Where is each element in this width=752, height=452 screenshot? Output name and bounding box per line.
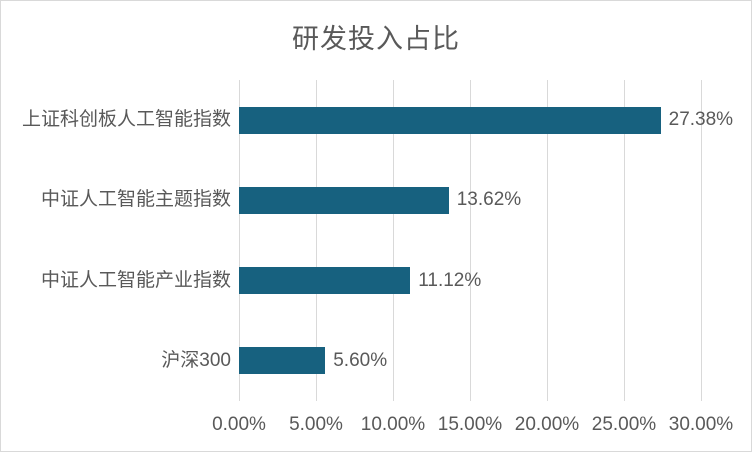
category-label: 上证科创板人工智能指数: [21, 109, 231, 131]
x-axis-tick-label: 0.00%: [212, 414, 266, 435]
category-label: 沪深300: [161, 349, 231, 371]
bar-3: [239, 267, 411, 295]
x-axis-tick-label: 10.00%: [360, 414, 426, 435]
gridline: [238, 80, 240, 401]
gridline: [469, 80, 471, 401]
gridline: [546, 80, 548, 401]
gridline: [623, 80, 625, 401]
bar-1: [239, 106, 661, 134]
category-label: 中证人工智能主题指数: [40, 189, 231, 211]
bar-value-label: 5.60%: [333, 349, 388, 371]
x-axis-tick-label: 15.00%: [437, 414, 503, 435]
bar-value-label: 13.62%: [456, 189, 522, 211]
category-label: 中证人工智能产业指数: [40, 269, 231, 291]
x-axis-tick-label: 20.00%: [514, 414, 580, 435]
gridline: [700, 80, 702, 401]
x-axis-tick-label: 25.00%: [591, 414, 657, 435]
chart-title: 研发投入占比: [292, 24, 460, 54]
bar-value-label: 27.38%: [668, 109, 734, 131]
x-axis-tick-label: 5.00%: [289, 414, 343, 435]
gridline: [315, 80, 317, 401]
bar-2: [239, 186, 449, 214]
gridline: [392, 80, 394, 401]
bar-value-label: 11.12%: [418, 269, 482, 291]
bar-4: [239, 347, 326, 375]
x-axis-tick-label: 30.00%: [668, 414, 734, 435]
